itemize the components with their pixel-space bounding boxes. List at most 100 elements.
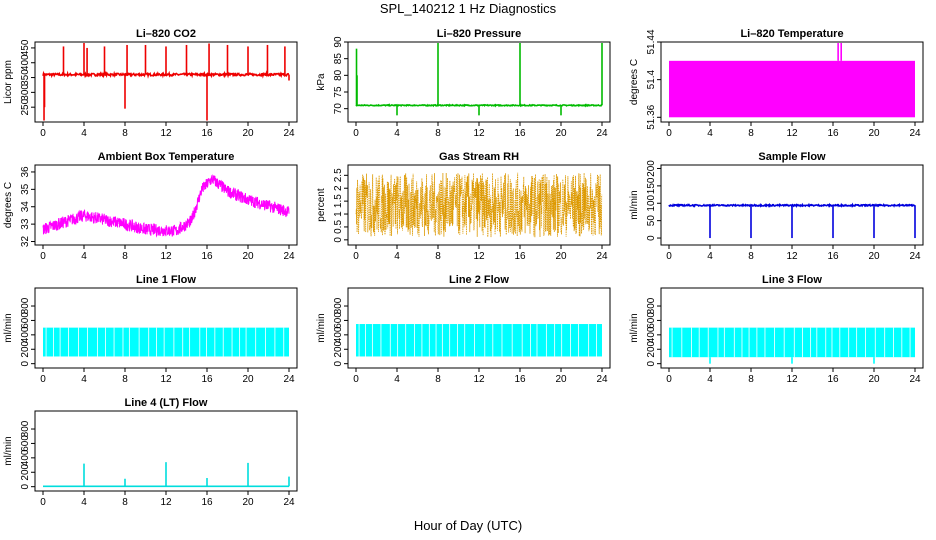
x-tick-label: 20: [242, 251, 254, 262]
x-tick-label: 12: [160, 128, 172, 139]
x-tick-label: 8: [748, 251, 754, 262]
chart-title: Li–820 Pressure: [437, 28, 521, 40]
y-tick-label: 90: [333, 36, 344, 48]
x-tick-label: 4: [394, 251, 400, 262]
chart-title: Sample Flow: [758, 151, 826, 163]
x-tick-label: 24: [909, 251, 921, 262]
y-tick-label: 800: [646, 297, 657, 314]
y-axis-label: degrees C: [629, 59, 640, 105]
x-tick-label: 8: [122, 251, 128, 262]
y-tick-label: 200: [20, 340, 31, 357]
x-tick-label: 20: [868, 374, 880, 385]
y-tick-label: 36: [20, 166, 31, 178]
x-tick-label: 4: [81, 251, 87, 262]
x-tick-label: 0: [666, 374, 672, 385]
x-tick-label: 20: [242, 497, 254, 508]
y-tick-label: 50: [646, 215, 657, 227]
figure-title: SPL_140212 1 Hz Diagnostics: [379, 1, 557, 16]
x-tick-label: 0: [353, 128, 359, 139]
x-tick-label: 16: [514, 251, 526, 262]
y-tick-label: 2.5: [333, 168, 344, 182]
x-tick-label: 20: [555, 374, 567, 385]
series-line: [355, 172, 603, 238]
x-tick-label: 16: [201, 374, 213, 385]
series-group: [42, 43, 290, 121]
series-line: [42, 174, 290, 238]
y-tick-label: 0: [333, 360, 344, 366]
y-axis-label: percent: [316, 188, 327, 222]
x-tick-label: 0: [40, 374, 46, 385]
x-tick-label: 20: [242, 374, 254, 385]
x-axis-label: Hour of Day (UTC): [413, 518, 523, 533]
x-tick-label: 16: [827, 374, 839, 385]
x-tick-label: 16: [201, 497, 213, 508]
y-tick-label: 800: [333, 297, 344, 314]
chart-title: Line 1 Flow: [136, 274, 196, 286]
y-tick-label: 35: [20, 183, 31, 195]
x-tick-label: 4: [81, 128, 87, 139]
y-tick-label: 200: [646, 160, 657, 177]
y-tick-label: 600: [646, 312, 657, 329]
series-group: [669, 327, 915, 364]
x-tick-label: 24: [909, 128, 921, 139]
y-tick-label: 400: [20, 449, 31, 466]
chart-title: Line 2 Flow: [449, 274, 509, 286]
series-band: [669, 60, 915, 118]
x-tick-label: 12: [160, 251, 172, 262]
series-group: [668, 202, 916, 239]
x-tick-label: 12: [786, 374, 798, 385]
chart-title: Line 3 Flow: [762, 274, 822, 286]
y-tick-label: 400: [646, 326, 657, 343]
x-tick-label: 16: [827, 251, 839, 262]
chart-title: Line 4 (LT) Flow: [125, 397, 208, 409]
x-tick-label: 0: [353, 251, 359, 262]
y-axis-label: ml/min: [3, 436, 14, 465]
x-tick-label: 16: [514, 374, 526, 385]
y-tick-label: 400: [20, 54, 31, 71]
y-tick-label: 100: [646, 194, 657, 211]
x-tick-label: 24: [596, 374, 608, 385]
y-tick-label: 250: [20, 98, 31, 115]
y-axis-label: ml/min: [629, 313, 640, 342]
y-tick-label: 0: [20, 360, 31, 366]
x-tick-label: 24: [909, 374, 921, 385]
x-tick-label: 8: [748, 374, 754, 385]
x-tick-label: 24: [283, 128, 295, 139]
series-group: [43, 327, 289, 357]
x-tick-label: 4: [81, 374, 87, 385]
y-tick-label: 600: [333, 312, 344, 329]
x-tick-label: 8: [435, 374, 441, 385]
x-tick-label: 4: [394, 374, 400, 385]
y-axis-label: ml/min: [316, 313, 327, 342]
x-tick-label: 4: [707, 374, 713, 385]
x-tick-label: 12: [473, 128, 485, 139]
x-tick-label: 8: [122, 497, 128, 508]
x-tick-label: 20: [555, 251, 567, 262]
y-tick-label: 0: [646, 235, 657, 241]
series-band: [669, 327, 915, 358]
x-tick-label: 12: [160, 497, 172, 508]
series-group: [669, 43, 915, 118]
y-tick-label: 400: [20, 326, 31, 343]
y-tick-label: 0: [333, 237, 344, 243]
x-tick-label: 12: [786, 128, 798, 139]
y-tick-label: 2: [333, 185, 344, 191]
x-tick-label: 24: [283, 251, 295, 262]
x-tick-label: 20: [555, 128, 567, 139]
y-tick-label: 1: [333, 211, 344, 217]
y-tick-label: 600: [20, 312, 31, 329]
y-tick-label: 33: [20, 218, 31, 230]
x-tick-label: 12: [473, 374, 485, 385]
y-tick-label: 70: [333, 103, 344, 115]
y-axis-label: kPa: [316, 73, 327, 91]
y-tick-label: 34: [20, 201, 31, 213]
y-tick-label: 800: [20, 420, 31, 437]
series-group: [356, 324, 602, 357]
x-tick-label: 16: [514, 128, 526, 139]
x-tick-label: 16: [201, 251, 213, 262]
x-tick-label: 0: [666, 251, 672, 262]
y-tick-label: 200: [333, 340, 344, 357]
